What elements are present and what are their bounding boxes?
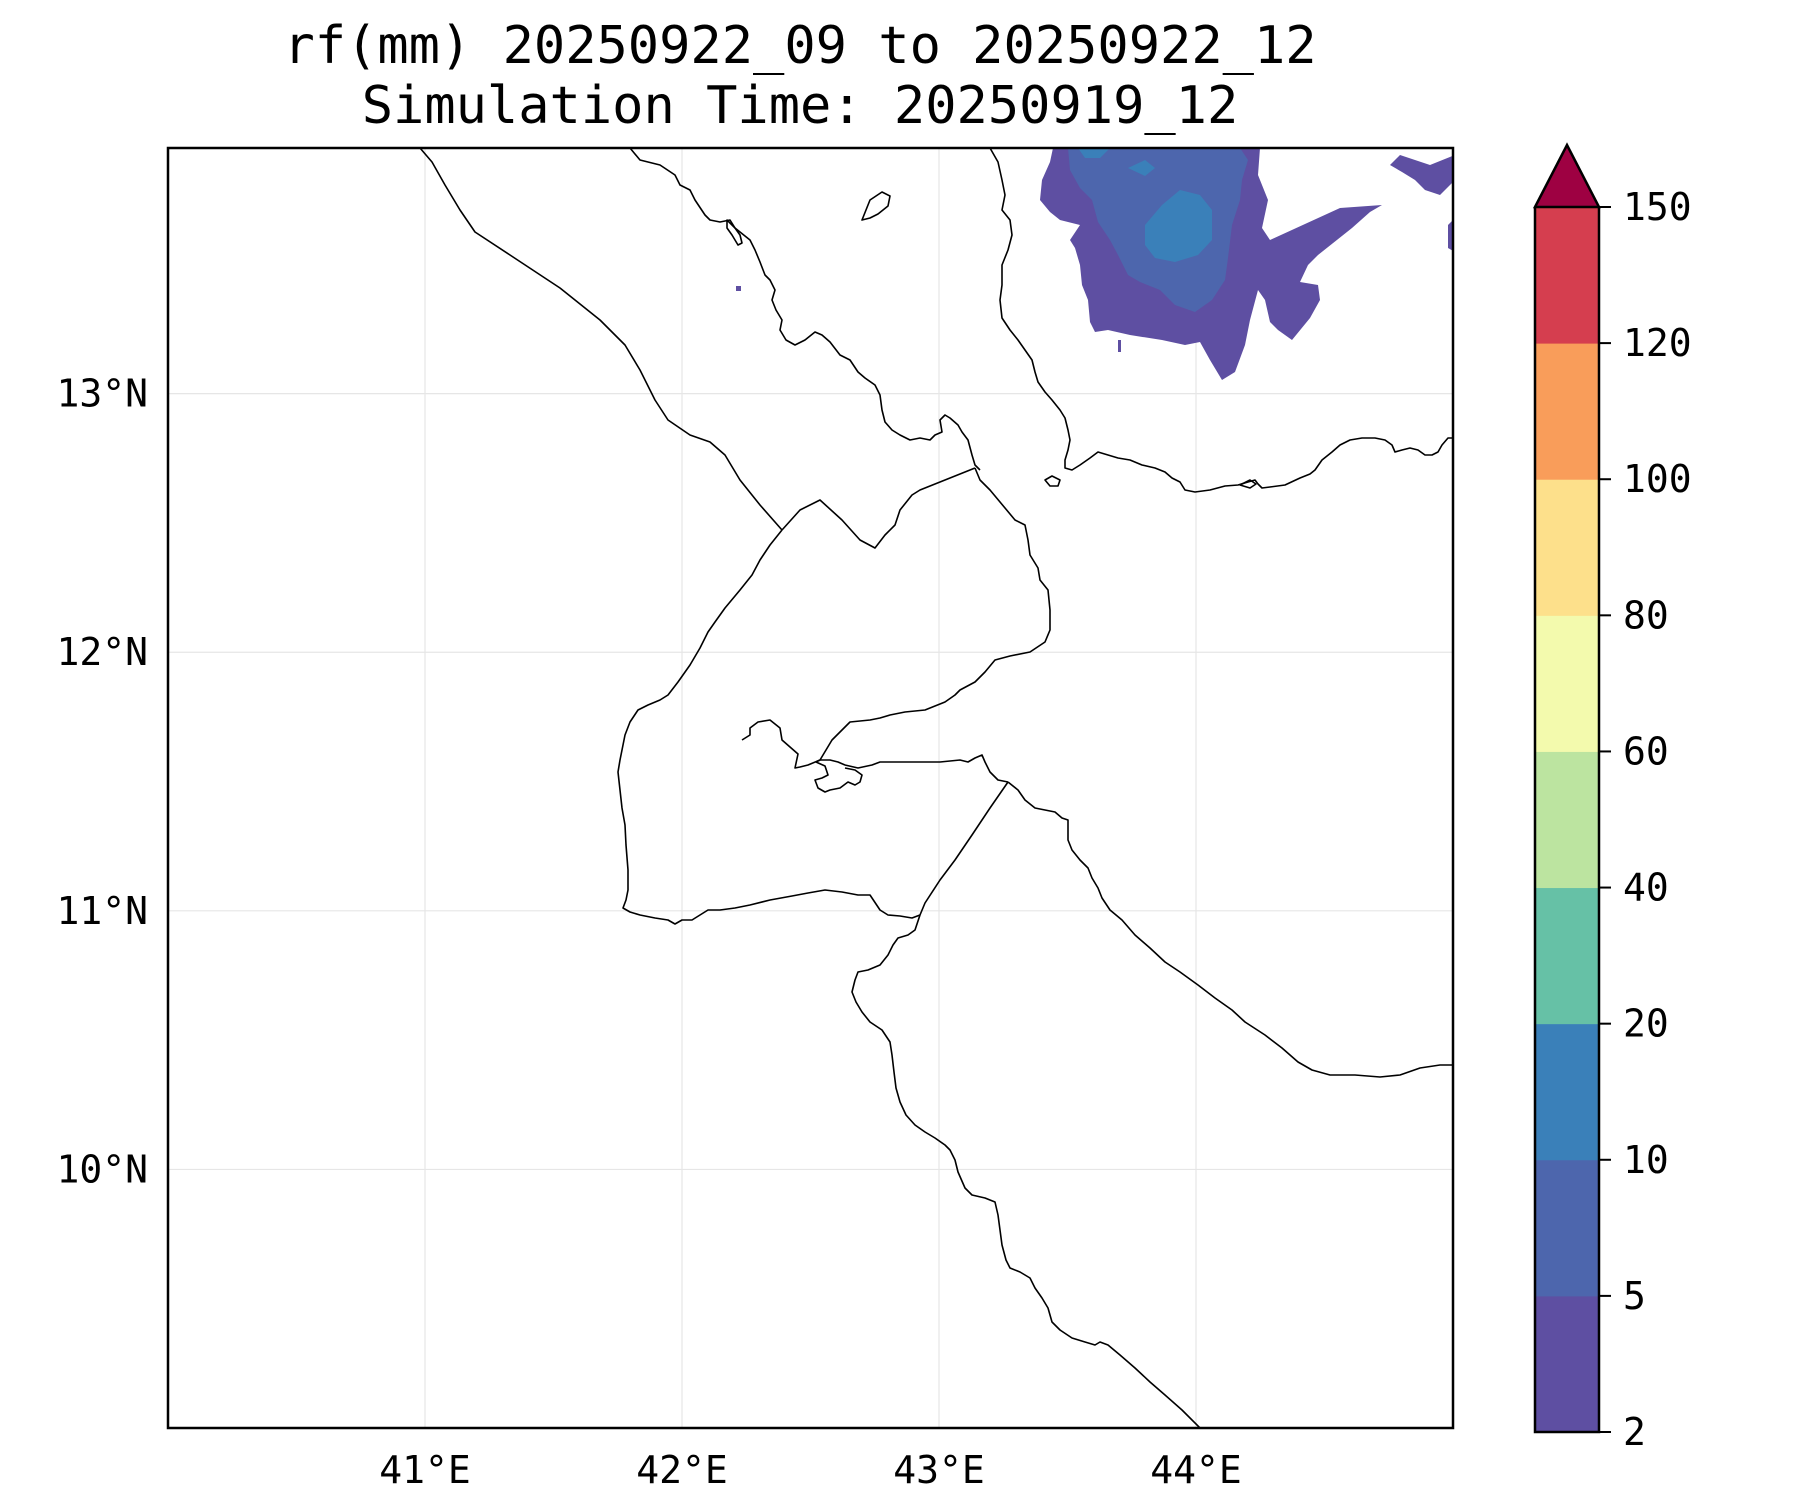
coastline-ghoubbet xyxy=(814,761,863,793)
coastline-yemen xyxy=(989,148,1453,493)
island xyxy=(1239,479,1257,489)
colorbar-segment xyxy=(1535,479,1599,616)
x-tick-label: 44°E xyxy=(1150,1448,1242,1492)
coastline-somaliland xyxy=(1007,781,1453,1078)
rain-area-10-20mm-small xyxy=(1078,148,1110,158)
rain-speck xyxy=(736,286,741,291)
coastline-eritrea xyxy=(629,148,981,471)
island xyxy=(1044,475,1061,487)
colorbar-tick-label: 20 xyxy=(1623,1002,1669,1046)
rain-area-ne-edge xyxy=(1390,155,1453,195)
border-line xyxy=(617,529,921,925)
rain-area-10-20mm-small-2 xyxy=(1128,160,1155,176)
rain-area-10-20mm-core xyxy=(1145,190,1212,262)
border-line xyxy=(851,781,1201,1428)
colorbar-tick-label: 5 xyxy=(1623,1274,1646,1318)
y-tick-label: 11°N xyxy=(56,889,148,933)
map-gridlines xyxy=(168,148,1453,1428)
colorbar: 2 5 10 20 40 60 80 100 120 150 xyxy=(1532,142,1692,1454)
colorbar-tick-label: 120 xyxy=(1623,321,1692,365)
border-line xyxy=(781,467,976,549)
colorbar-outline xyxy=(1533,207,1601,1434)
island xyxy=(726,219,743,246)
colorbar-segment xyxy=(1535,1023,1599,1161)
longitude-tick-labels: 41°E 42°E 43°E 44°E xyxy=(379,1448,1242,1492)
y-tick-label: 10°N xyxy=(56,1147,148,1191)
colorbar-tick-label: 60 xyxy=(1623,729,1669,773)
colorbar-tick-label: 80 xyxy=(1623,593,1669,637)
colorbar-segment xyxy=(1535,1295,1599,1433)
coastline-tadjoura xyxy=(815,754,1009,783)
colorbar-segment xyxy=(1535,1159,1599,1297)
figure-title-line-2: Simulation Time: 20250919_12 xyxy=(361,76,1239,136)
figure-title-line-1: rf(mm) 20250922_09 to 20250922_12 xyxy=(283,16,1317,76)
coastlines-layer xyxy=(419,148,1453,1428)
y-tick-label: 12°N xyxy=(56,630,148,674)
colorbar-segment xyxy=(1535,887,1599,1025)
x-tick-label: 42°E xyxy=(636,1448,728,1492)
colorbar-tick-label: 10 xyxy=(1623,1138,1669,1182)
colorbar-segment xyxy=(1535,343,1599,480)
border-line xyxy=(419,148,783,531)
map-frame xyxy=(166,146,1455,1430)
rain-speck xyxy=(1118,340,1121,352)
colorbar-tick-label: 100 xyxy=(1623,457,1692,501)
x-tick-label: 43°E xyxy=(893,1448,985,1492)
colorbar-tick-label: 40 xyxy=(1623,866,1669,910)
y-tick-label: 13°N xyxy=(56,372,148,416)
colorbar-tick-label: 150 xyxy=(1623,185,1692,229)
island xyxy=(861,191,891,221)
colorbar-extend-arrow xyxy=(1532,142,1602,209)
colorbar-segment xyxy=(1535,751,1599,889)
coastline-djibouti xyxy=(741,467,1051,769)
colorbar-segment xyxy=(1535,615,1599,752)
rainfall-fill-layer xyxy=(736,148,1453,380)
latitude-tick-labels: 13°N 12°N 11°N 10°N xyxy=(56,372,148,1192)
colorbar-tick-label: 2 xyxy=(1623,1410,1646,1454)
colorbar-segment xyxy=(1535,207,1599,344)
x-tick-label: 41°E xyxy=(379,1448,471,1492)
